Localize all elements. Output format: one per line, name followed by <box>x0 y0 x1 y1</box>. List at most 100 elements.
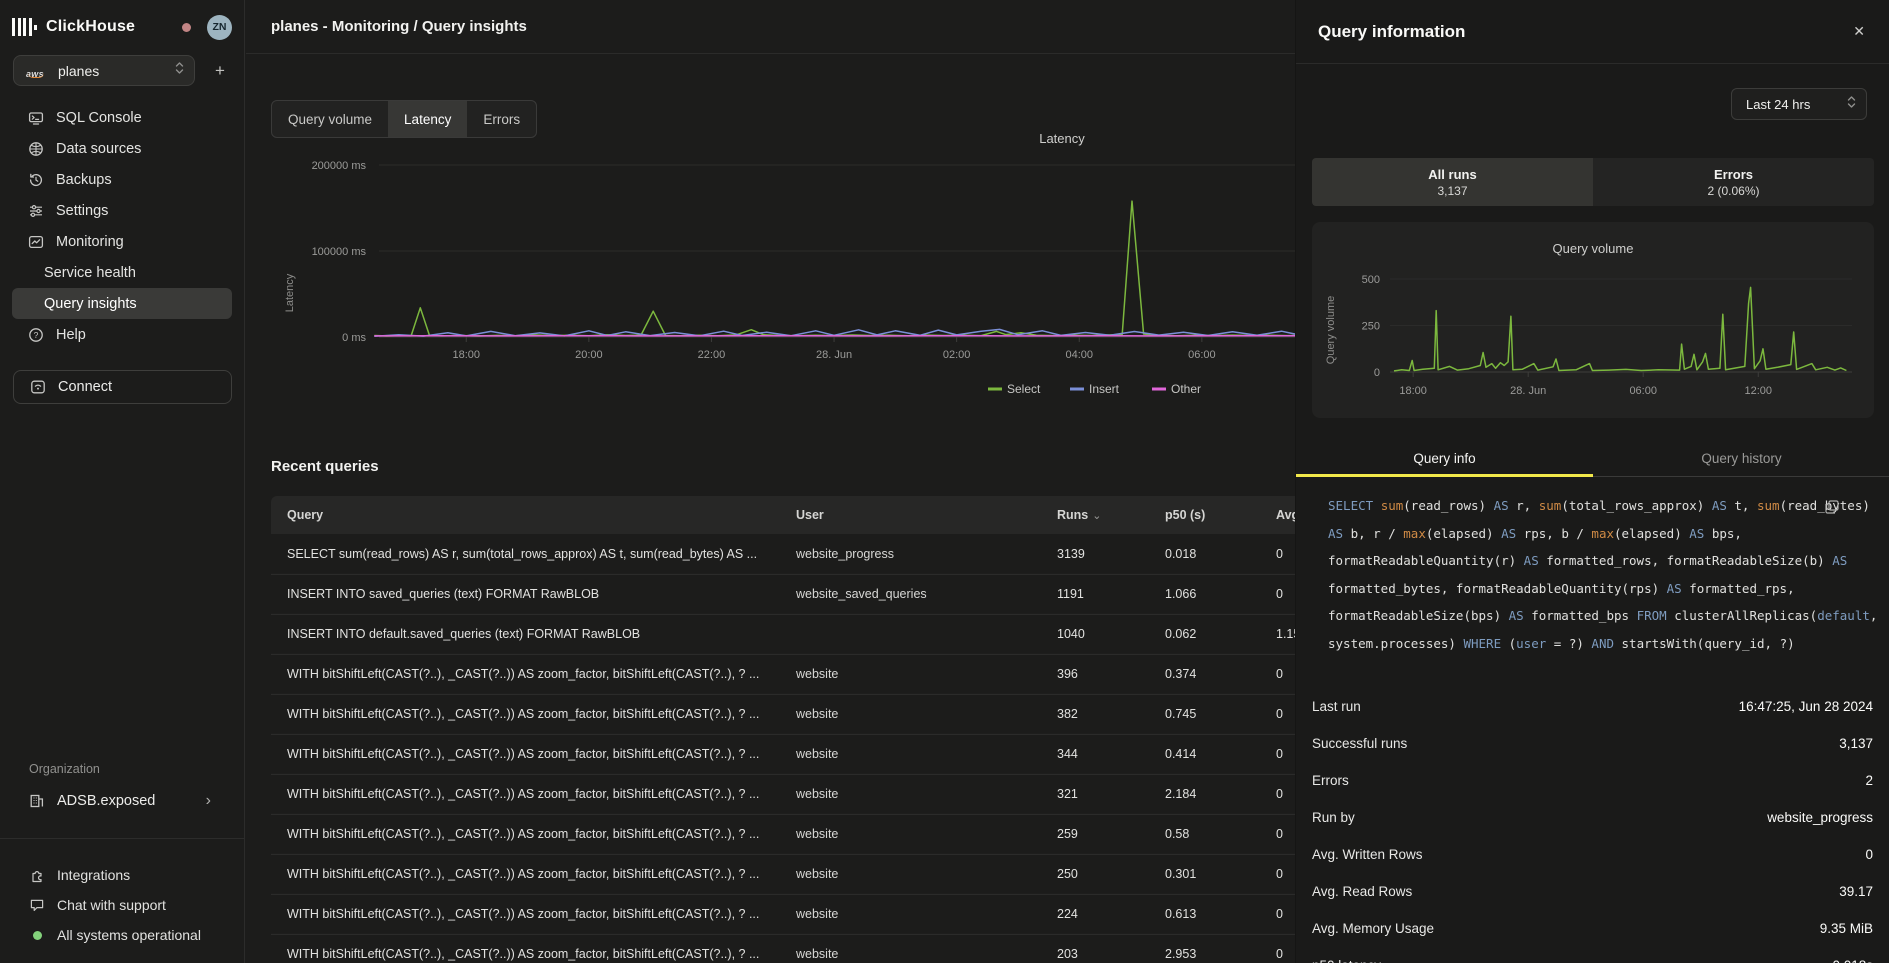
table-row[interactable]: INSERT INTO default.saved_queries (text)… <box>271 614 1295 654</box>
query-information-panel: Query information ✕ Last 24 hrs All runs… <box>1295 0 1889 963</box>
sidebar-item-data-sources[interactable]: Data sources <box>12 133 232 164</box>
sidebar-item-settings[interactable]: Settings <box>12 195 232 226</box>
svg-text:Query volume: Query volume <box>1553 241 1634 256</box>
column-header-avg[interactable]: Avg <box>1276 508 1295 522</box>
stat-row-avg-memory-usage: Avg. Memory Usage9.35 MiB <box>1296 910 1889 947</box>
column-header-query[interactable]: Query <box>287 508 796 522</box>
runs-cell: 259 <box>1057 827 1165 841</box>
sidebar-item-monitoring[interactable]: Monitoring <box>12 226 232 257</box>
run-tab-count: 3,137 <box>1437 184 1467 198</box>
notification-dot-icon[interactable] <box>182 23 191 32</box>
footer-item-chat-with-support[interactable]: Chat with support <box>0 890 245 920</box>
sidebar-item-query-insights[interactable]: Query insights <box>12 288 232 319</box>
organization-switcher[interactable]: ADSB.exposed › <box>0 786 245 816</box>
column-header-user[interactable]: User <box>796 508 1057 522</box>
table-row[interactable]: WITH bitShiftLeft(CAST(?..), _CAST(?..))… <box>271 814 1295 854</box>
user-cell: website <box>796 747 1057 761</box>
avg-cell: 0 <box>1276 747 1295 761</box>
user-cell: website <box>796 667 1057 681</box>
copy-icon[interactable] <box>1825 500 1839 519</box>
stat-row-run-by: Run bywebsite_progress <box>1296 799 1889 836</box>
column-header-p50-s[interactable]: p50 (s) <box>1165 508 1276 522</box>
user-cell: website <box>796 787 1057 801</box>
table-row[interactable]: WITH bitShiftLeft(CAST(?..), _CAST(?..))… <box>271 854 1295 894</box>
sidebar-nav: SQL Console Data sources Backups SettingsMo… <box>0 102 244 350</box>
table-row[interactable]: WITH bitShiftLeft(CAST(?..), _CAST(?..))… <box>271 734 1295 774</box>
backups-icon <box>28 172 44 188</box>
sidebar-item-label: Data sources <box>56 141 141 157</box>
sidebar-divider <box>0 838 245 839</box>
sidebar-item-sql-console[interactable]: SQL Console <box>12 102 232 133</box>
sidebar-item-help[interactable]: ?Help <box>12 319 232 350</box>
help-icon: ? <box>28 327 44 343</box>
add-service-button[interactable]: + <box>208 61 232 81</box>
workspace-select[interactable]: aws planes <box>13 55 195 86</box>
column-header-runs[interactable]: Runs⌄ <box>1057 508 1165 522</box>
time-range-value: Last 24 hrs <box>1746 97 1810 112</box>
organization-section-label: Organization <box>0 762 245 776</box>
footer-item-label: All systems operational <box>57 927 201 943</box>
sql-query-text: SELECT sum(read_rows) AS r, sum(total_ro… <box>1328 492 1858 657</box>
workspace-row: aws planes + <box>0 55 244 86</box>
settings-icon <box>28 203 44 219</box>
user-cell: website <box>796 947 1057 961</box>
avg-cell: 0 <box>1276 867 1295 881</box>
svg-text:18:00: 18:00 <box>452 349 480 361</box>
table-row[interactable]: SELECT sum(read_rows) AS r, sum(total_ro… <box>271 534 1295 574</box>
sidebar-item-service-health[interactable]: Service health <box>12 257 232 288</box>
runs-cell: 203 <box>1057 947 1165 961</box>
avg-cell: 1.15 <box>1276 627 1295 641</box>
connect-button[interactable]: Connect <box>13 370 232 404</box>
table-row[interactable]: WITH bitShiftLeft(CAST(?..), _CAST(?..))… <box>271 774 1295 814</box>
footer-item-integrations[interactable]: Integrations <box>0 860 245 890</box>
time-range-select[interactable]: Last 24 hrs <box>1731 88 1867 120</box>
svg-text:?: ? <box>34 330 39 340</box>
tab-query-info[interactable]: Query info <box>1296 440 1593 476</box>
query-cell: WITH bitShiftLeft(CAST(?..), _CAST(?..))… <box>287 747 796 761</box>
svg-text:250: 250 <box>1362 321 1380 333</box>
sql-line: AS b, r / max(elapsed) AS rps, b / max(e… <box>1328 520 1858 548</box>
table-row[interactable]: WITH bitShiftLeft(CAST(?..), _CAST(?..))… <box>271 654 1295 694</box>
svg-text:0: 0 <box>1374 367 1380 379</box>
svg-text:Insert: Insert <box>1089 382 1120 396</box>
svg-text:02:00: 02:00 <box>943 349 971 361</box>
sidebar-item-label: Service health <box>44 265 136 281</box>
svg-text:12:00: 12:00 <box>1744 385 1772 397</box>
runs-cell: 321 <box>1057 787 1165 801</box>
table-row[interactable]: WITH bitShiftLeft(CAST(?..), _CAST(?..))… <box>271 694 1295 734</box>
stat-row-avg-read-rows: Avg. Read Rows39.17 <box>1296 873 1889 910</box>
query-stats-list: Last run16:47:25, Jun 28 2024Successful … <box>1296 688 1889 963</box>
stat-value: 0 <box>1865 847 1873 862</box>
sidebar-item-label: Backups <box>56 172 112 188</box>
svg-text:06:00: 06:00 <box>1188 349 1216 361</box>
workspace-name: planes <box>58 63 99 79</box>
run-tab-errors[interactable]: Errors2 (0.06%) <box>1593 158 1874 206</box>
table-row[interactable]: INSERT INTO saved_queries (text) FORMAT … <box>271 574 1295 614</box>
sidebar-item-label: Query insights <box>44 296 137 312</box>
user-cell: website <box>796 707 1057 721</box>
close-icon[interactable]: ✕ <box>1853 23 1865 40</box>
sidebar-item-backups[interactable]: Backups <box>12 164 232 195</box>
user-cell: website <box>796 867 1057 881</box>
latency-chart: LatencyLatency200000 ms100000 ms0 ms18:0… <box>246 125 1295 415</box>
p50-cell: 2.953 <box>1165 947 1276 961</box>
sidebar-footer: IntegrationsChat with support All systems… <box>0 860 245 950</box>
stat-value: 16:47:25, Jun 28 2024 <box>1739 699 1873 714</box>
table-row[interactable]: WITH bitShiftLeft(CAST(?..), _CAST(?..))… <box>271 934 1295 963</box>
p50-cell: 0.58 <box>1165 827 1276 841</box>
monitoring-icon <box>28 234 44 250</box>
sql-console-icon <box>28 110 44 126</box>
svg-text:28. Jun: 28. Jun <box>816 349 852 361</box>
runs-cell: 224 <box>1057 907 1165 921</box>
panel-header: Query information ✕ <box>1296 0 1889 64</box>
tab-query-history[interactable]: Query history <box>1593 440 1889 476</box>
runs-cell: 3139 <box>1057 547 1165 561</box>
main-content: planes - Monitoring / Query insights Que… <box>246 0 1295 963</box>
run-tab-all-runs[interactable]: All runs3,137 <box>1312 158 1593 206</box>
avg-cell: 0 <box>1276 947 1295 961</box>
avatar[interactable]: ZN <box>207 15 232 40</box>
table-row[interactable]: WITH bitShiftLeft(CAST(?..), _CAST(?..))… <box>271 894 1295 934</box>
footer-item-all-systems-operational[interactable]: All systems operational <box>0 920 245 950</box>
table-body: SELECT sum(read_rows) AS r, sum(total_ro… <box>271 534 1295 963</box>
stat-value: 0.018s <box>1832 958 1873 963</box>
